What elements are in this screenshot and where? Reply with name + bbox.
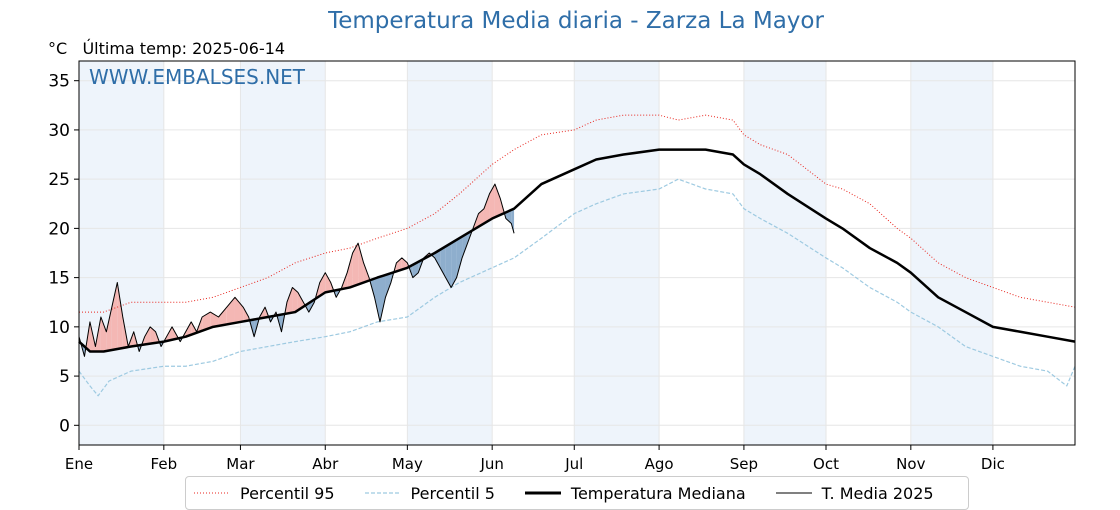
legend-swatch-median bbox=[525, 488, 561, 498]
area-above-median bbox=[358, 243, 363, 284]
y-tick-label: 20 bbox=[48, 219, 70, 239]
area-above-median bbox=[219, 307, 227, 326]
area-above-median bbox=[325, 273, 330, 293]
month-band bbox=[744, 61, 826, 445]
x-tick-label: Sep bbox=[730, 455, 758, 473]
x-tick-label: Jun bbox=[479, 455, 503, 473]
y-tick-label: 15 bbox=[48, 269, 70, 289]
area-above-median bbox=[495, 184, 500, 217]
x-tick-label: Dic bbox=[981, 455, 1005, 473]
y-tick-label: 10 bbox=[48, 318, 70, 338]
x-tick-label: Oct bbox=[813, 455, 839, 473]
watermark[interactable]: WWW.EMBALSES.NET bbox=[89, 65, 305, 89]
y-tick-label: 0 bbox=[59, 416, 70, 436]
legend-swatch-p5 bbox=[365, 488, 401, 498]
x-tick-label: May bbox=[392, 455, 423, 473]
x-tick-label: Feb bbox=[151, 455, 178, 473]
y-tick-label: 25 bbox=[48, 170, 70, 190]
area-above-median bbox=[227, 297, 235, 324]
y-tick-label: 30 bbox=[48, 121, 70, 141]
x-tick-label: Jul bbox=[564, 455, 583, 473]
month-band bbox=[911, 61, 993, 445]
month-band bbox=[574, 61, 659, 445]
x-tick-label: Nov bbox=[896, 455, 925, 473]
area-below-median bbox=[380, 275, 385, 322]
x-tick-label: Ene bbox=[65, 455, 93, 473]
x-tick-label: Mar bbox=[226, 455, 255, 473]
y-tick-label: 35 bbox=[48, 72, 70, 92]
legend-swatch-current bbox=[776, 488, 812, 498]
legend-swatch-p95 bbox=[194, 488, 230, 498]
chart-legend: Percentil 95 Percentil 5 Temperatura Med… bbox=[185, 476, 969, 510]
y-tick-label: 5 bbox=[59, 367, 70, 387]
x-tick-label: Ago bbox=[645, 455, 674, 473]
x-tick-label: Abr bbox=[312, 455, 339, 473]
month-band bbox=[240, 61, 325, 445]
area-above-median bbox=[353, 243, 358, 286]
